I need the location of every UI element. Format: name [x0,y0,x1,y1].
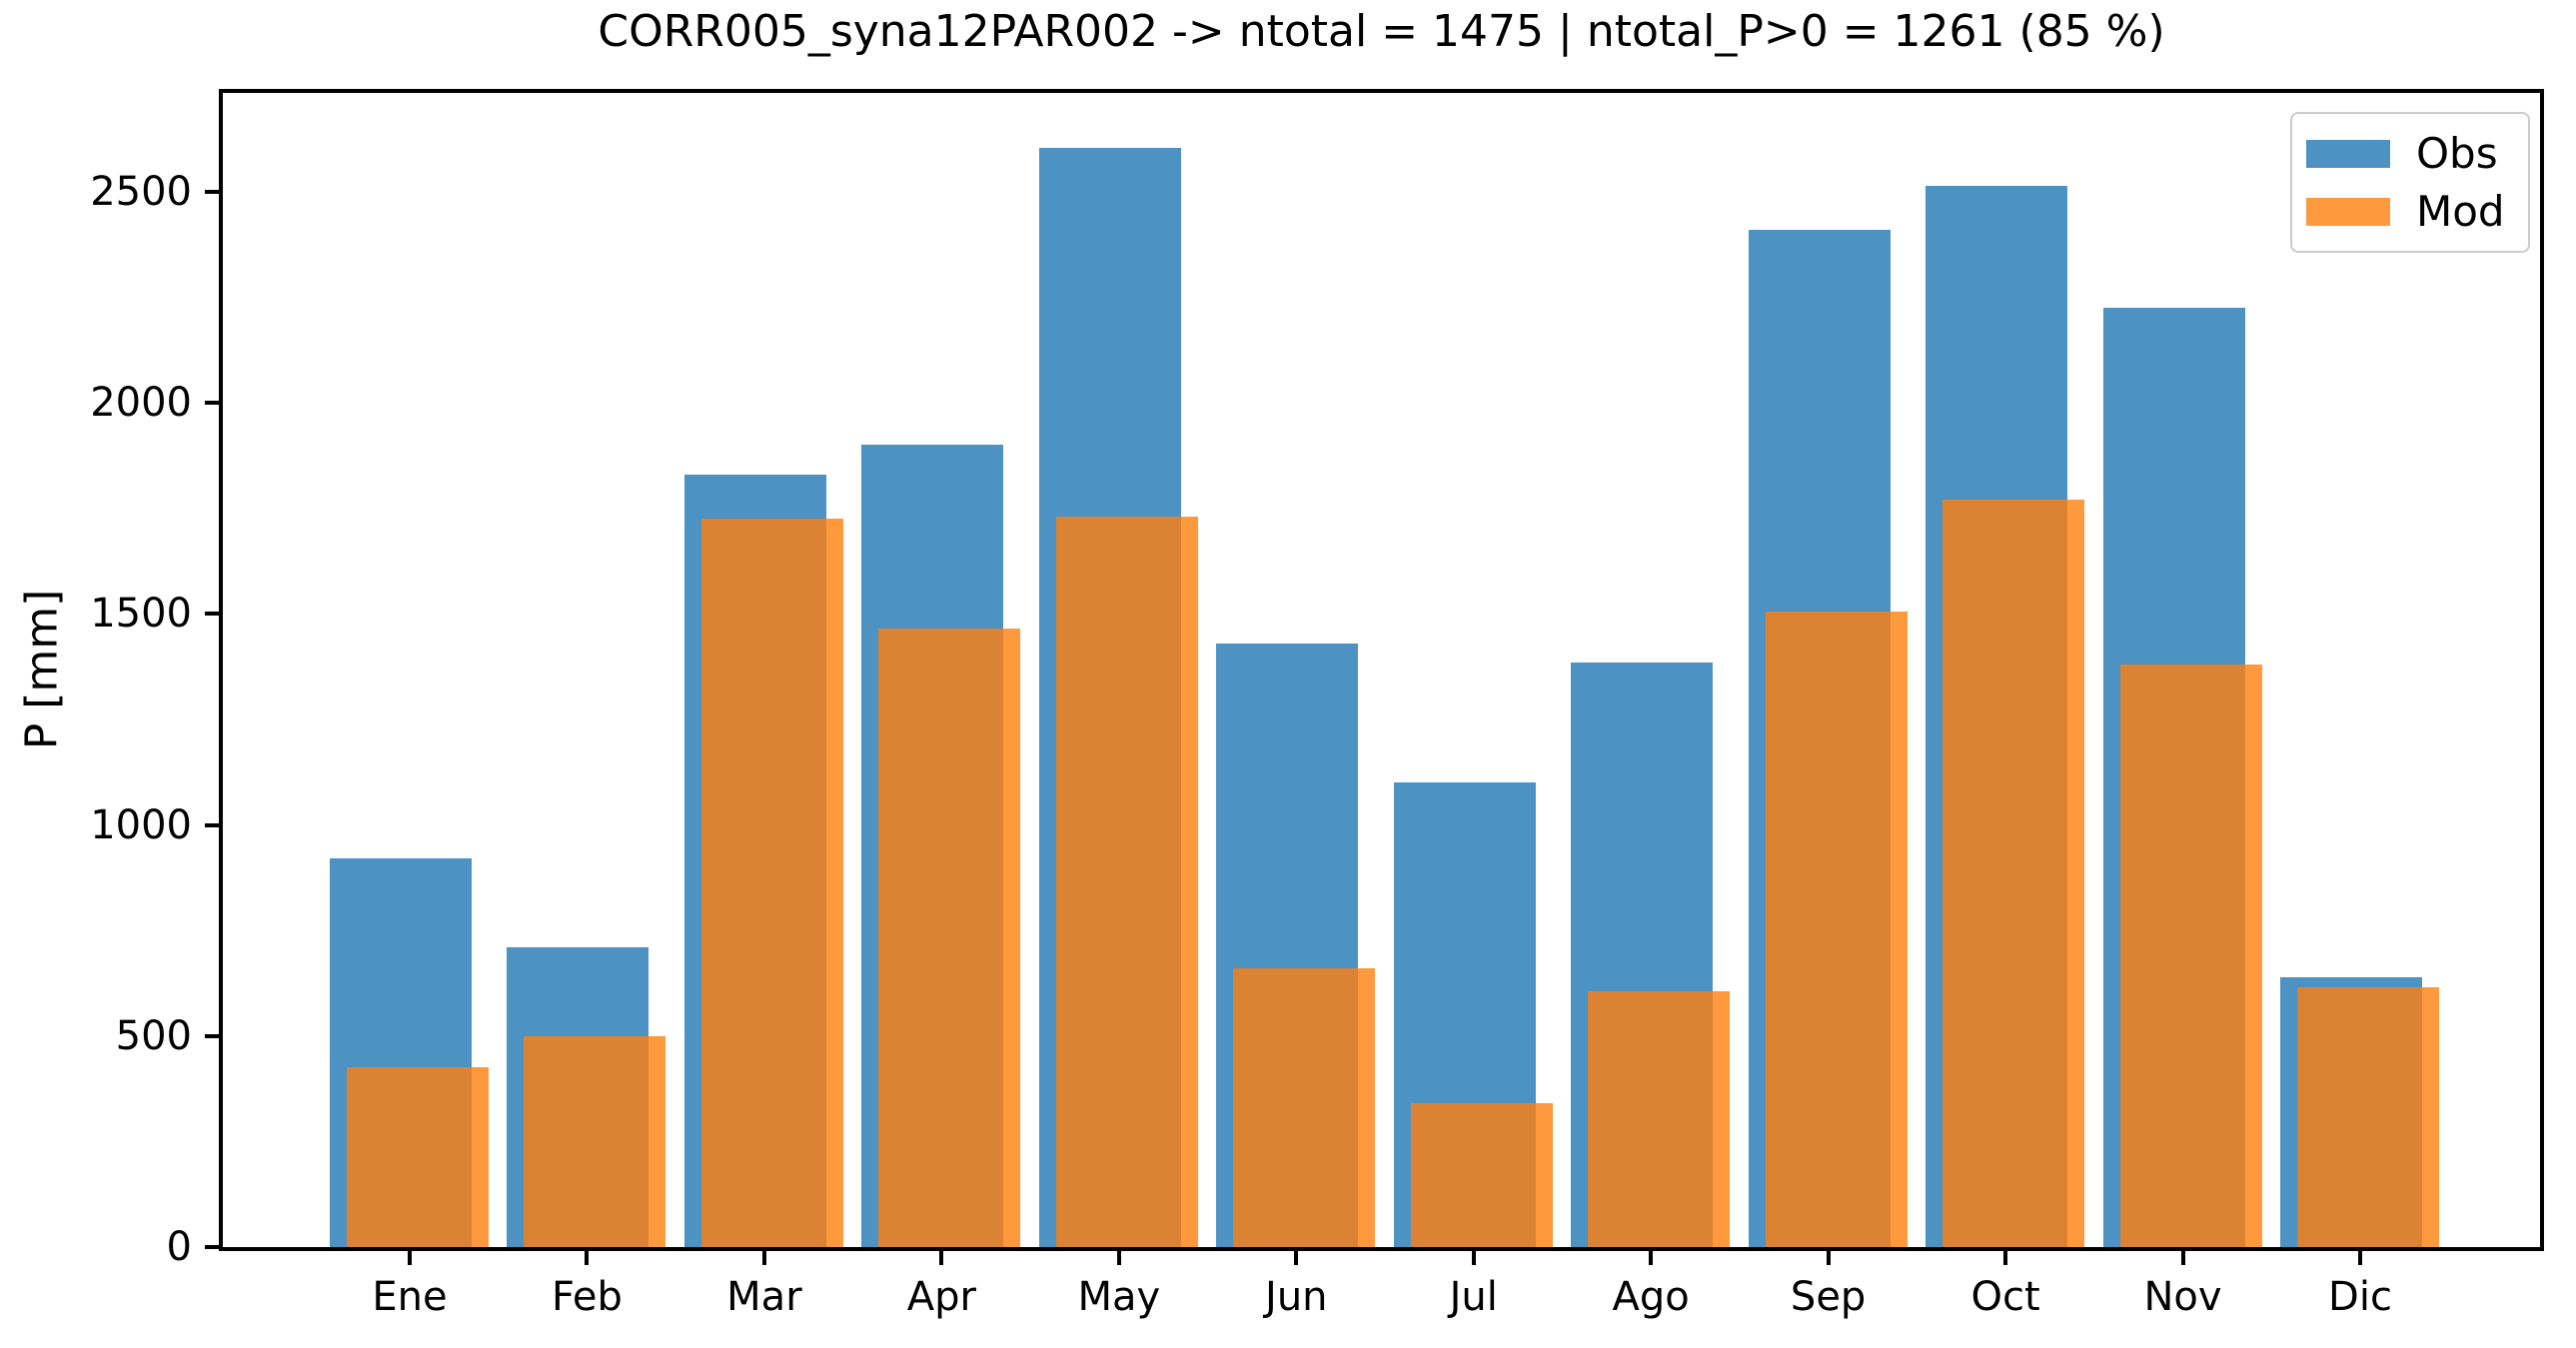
x-tick-label: Ago [1612,1274,1690,1320]
y-axis-label: P [mm] [16,589,68,750]
chart-title: CORR005_syna12PAR002 -> ntotal = 1475 | … [598,6,2165,57]
mod-legend-swatch-icon [2306,197,2390,226]
y-tick-label: 1000 [90,801,192,848]
bar-mod-dic [2296,987,2439,1247]
y-tick [205,189,219,194]
legend-label-obs: Obs [2416,128,2498,178]
x-tick [585,1251,590,1265]
x-tick-label: Feb [552,1274,623,1320]
x-tick [761,1251,766,1265]
y-tick-label: 0 [166,1224,192,1270]
x-tick [1826,1251,1831,1265]
x-tick-label: Apr [906,1274,976,1320]
x-tick [939,1251,944,1265]
x-tick [1294,1251,1299,1265]
x-tick-label: Nov [2143,1274,2222,1320]
x-tick-label: Ene [372,1274,448,1320]
x-tick-label: Jul [1449,1274,1498,1320]
bar-mod-feb [524,1035,666,1247]
plot-area [219,89,2544,1251]
y-tick-label: 2000 [90,380,192,427]
y-tick [205,401,219,406]
bar-mod-ago [1588,991,1731,1247]
x-tick [2357,1251,2362,1265]
y-tick-label: 500 [115,1012,192,1059]
bar-mod-mar [700,519,843,1247]
x-tick-label: Jun [1265,1274,1328,1320]
x-tick [408,1251,412,1265]
y-tick-label: 2500 [90,168,192,215]
legend-row-mod: Mod [2306,186,2528,236]
bar-mod-jul [1410,1103,1553,1247]
legend-row-obs: Obs [2306,128,2528,178]
bar-mod-may [1055,517,1198,1247]
y-tick [205,1033,219,1038]
y-tick [205,822,219,827]
bar-mod-oct [1942,500,2085,1247]
y-tick-label: 1500 [90,591,192,638]
y-tick [205,612,219,617]
x-tick-label: Mar [726,1274,802,1320]
x-tick [1649,1251,1654,1265]
legend-label-mod: Mod [2416,186,2505,236]
y-tick [205,1245,219,1249]
legend: Obs Mod [2290,112,2530,253]
bar-mod-ene [347,1067,489,1247]
x-tick-label: Dic [2328,1274,2392,1320]
x-tick-label: May [1077,1274,1161,1320]
bar-mod-apr [878,629,1021,1247]
x-tick-label: Sep [1790,1274,1867,1320]
bar-mod-jun [1233,968,1376,1247]
x-tick [2003,1251,2008,1265]
obs-legend-swatch-icon [2306,139,2390,168]
x-tick-label: Oct [1970,1274,2040,1320]
x-tick [1116,1251,1121,1265]
x-tick [1471,1251,1476,1265]
x-tick [2180,1251,2185,1265]
bar-mod-sep [1765,612,1908,1247]
bar-mod-nov [2119,665,2262,1247]
